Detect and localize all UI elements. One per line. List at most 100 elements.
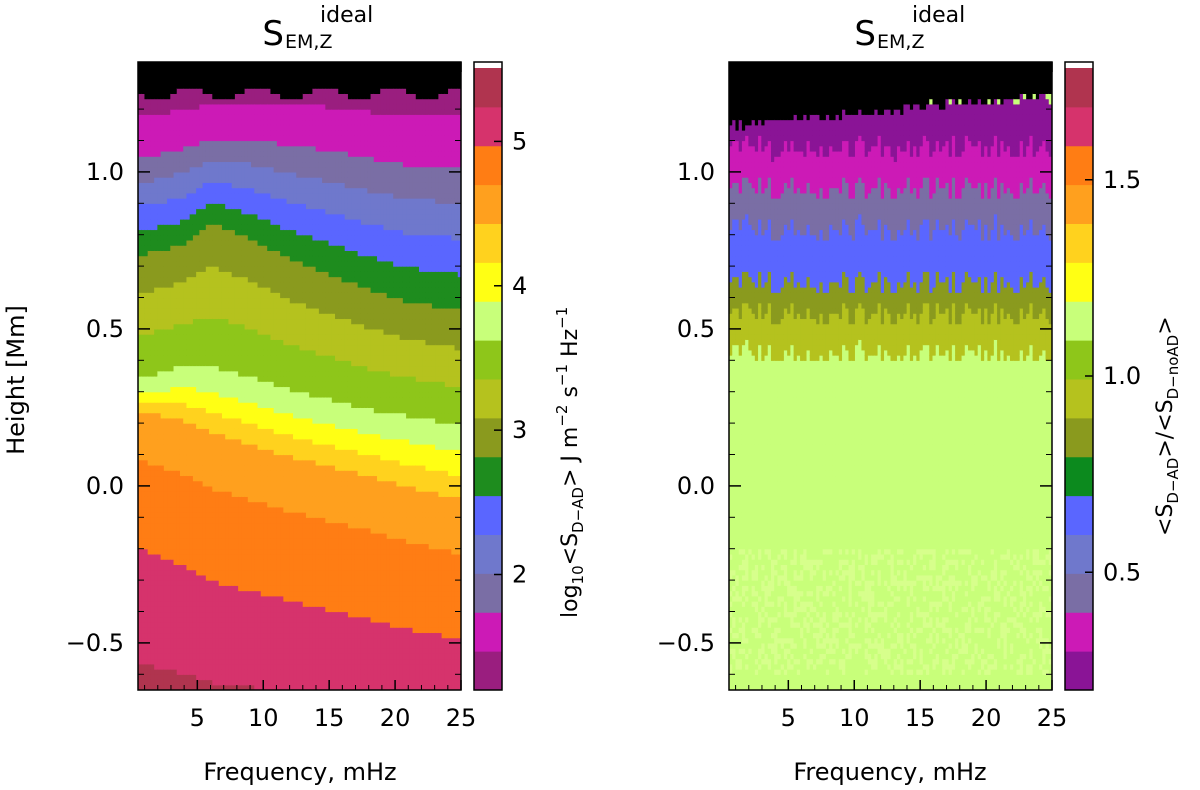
left-cell: [138, 407, 142, 414]
left-cell: [218, 642, 223, 649]
left-cell: [260, 417, 265, 424]
left-cell: [202, 585, 207, 592]
left-cell: [215, 501, 220, 508]
left-cell: [267, 386, 272, 393]
left-cell: [231, 616, 236, 623]
left-cell: [260, 318, 265, 325]
left-cell: [179, 606, 184, 613]
left-cell: [163, 564, 168, 571]
left-cell: [179, 674, 184, 681]
left-cell: [157, 93, 162, 100]
left-cell: [247, 150, 252, 157]
left-cell: [244, 648, 249, 654]
left-cell: [225, 580, 230, 586]
left-cell: [179, 156, 184, 163]
left-cell: [215, 470, 220, 477]
left-cell: [221, 72, 226, 79]
left-cell: [231, 88, 236, 94]
left-cell: [196, 475, 200, 482]
left-cell: [241, 470, 246, 477]
left-cell: [196, 370, 200, 377]
left-cell: [212, 428, 217, 435]
left-cell: [186, 140, 191, 147]
left-cell: [238, 396, 242, 403]
left-cell: [144, 93, 149, 100]
left-cell: [267, 585, 272, 592]
left-cell: [176, 119, 181, 126]
left-cell: [267, 297, 272, 304]
left-cell: [221, 564, 226, 571]
left-cell: [251, 355, 255, 361]
left-cell: [241, 512, 246, 518]
left-cell: [260, 564, 265, 571]
left-cell: [189, 360, 194, 367]
left-cell: [176, 150, 181, 157]
left-cell: [150, 663, 155, 670]
left-cell: [254, 287, 259, 293]
left-cell: [144, 449, 149, 456]
left-cell: [228, 182, 233, 189]
left-cell: [263, 67, 268, 74]
left-cell: [209, 119, 213, 126]
left-cell: [228, 480, 233, 487]
left-cell: [225, 402, 230, 408]
left-cell: [186, 648, 191, 654]
left-cell: [205, 130, 210, 136]
left-cell: [244, 464, 249, 471]
left-cell: [254, 177, 259, 183]
left-cell: [202, 674, 207, 681]
left-cell: [218, 606, 223, 613]
left-cell: [163, 595, 168, 602]
left-cell: [183, 595, 188, 602]
left-cell: [209, 412, 213, 419]
left-cell: [199, 271, 204, 278]
left-cell: [192, 140, 197, 147]
left-cell: [241, 381, 246, 388]
left-cell: [215, 166, 220, 173]
left-cell: [218, 501, 223, 508]
left-cell: [163, 543, 168, 550]
left-cell: [257, 381, 262, 388]
left-cell: [163, 386, 168, 393]
left-cell: [260, 281, 265, 288]
left-cell: [267, 271, 272, 278]
left-cell: [179, 470, 184, 477]
left-cell: [179, 391, 184, 398]
left-cell: [241, 402, 246, 408]
left-cell: [202, 67, 207, 74]
left-cell: [160, 62, 165, 68]
left-cell: [221, 198, 226, 204]
left-cell: [150, 449, 155, 456]
left-cell: [141, 145, 146, 152]
left-cell: [157, 459, 162, 466]
left-cell: [160, 501, 165, 508]
left-cell: [251, 103, 255, 110]
left-cell: [196, 93, 200, 100]
left-cell: [212, 67, 217, 74]
left-cell: [163, 449, 168, 456]
left-cell: [209, 344, 213, 351]
left-cell: [173, 213, 178, 220]
left-cell: [176, 496, 181, 503]
left-cell: [154, 255, 158, 262]
left-cell: [157, 648, 162, 654]
left-cell: [212, 297, 217, 304]
left-cell: [247, 177, 252, 183]
left-cell: [173, 590, 178, 597]
left-cell: [251, 114, 255, 121]
left-cell: [157, 245, 162, 251]
left-cell: [244, 506, 249, 513]
left-cell: [267, 595, 272, 602]
left-cell: [251, 77, 255, 84]
left-cell: [251, 391, 255, 398]
left-cell: [247, 637, 252, 644]
left-cell: [144, 616, 149, 623]
left-cell: [231, 177, 236, 183]
left-cell: [218, 506, 223, 513]
left-cell: [225, 621, 230, 628]
left-cell: [238, 538, 242, 545]
left-cell: [215, 648, 220, 654]
left-cell: [234, 119, 239, 126]
left-cell: [147, 276, 152, 283]
left-cell: [173, 72, 178, 79]
